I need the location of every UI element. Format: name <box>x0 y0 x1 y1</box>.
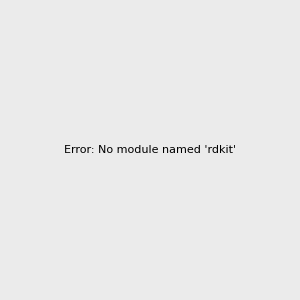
Text: Error: No module named 'rdkit': Error: No module named 'rdkit' <box>64 145 236 155</box>
